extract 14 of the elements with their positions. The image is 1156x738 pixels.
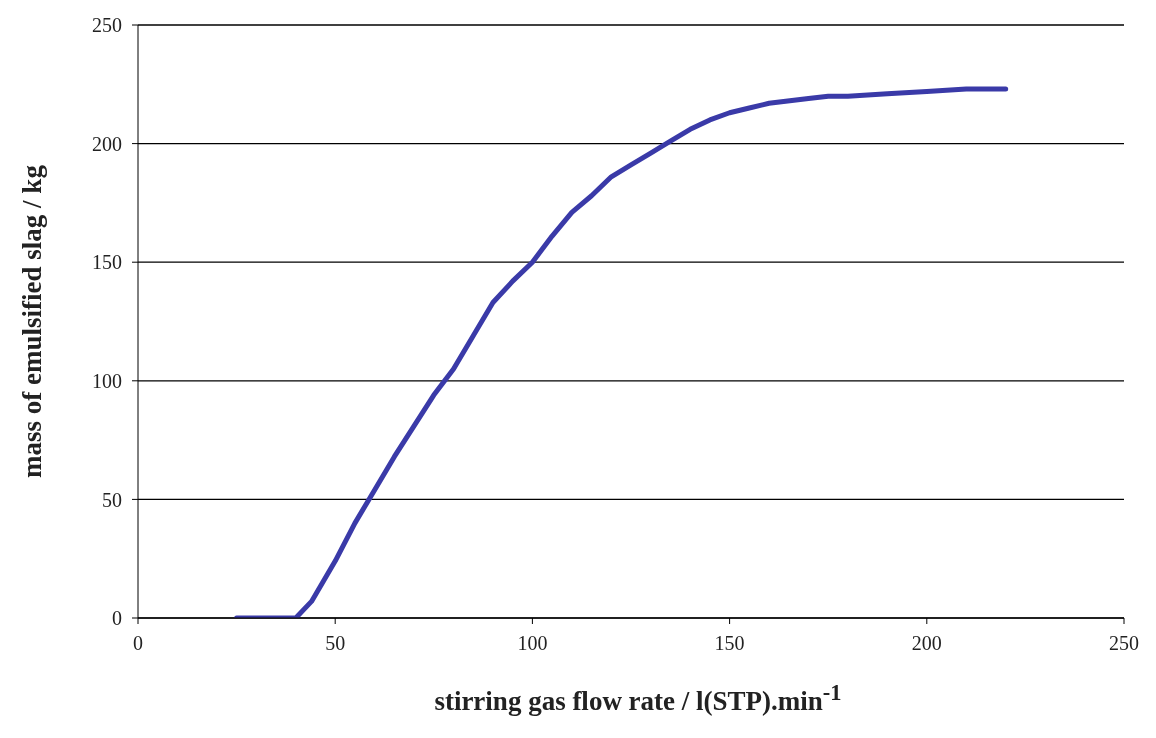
y-tick-label: 50 <box>102 488 122 511</box>
x-tick-label: 50 <box>325 632 346 655</box>
y-tick-label: 250 <box>92 14 122 37</box>
y-tick-label: 200 <box>92 132 122 155</box>
x-axis-title: stirring gas flow rate / l(STP).min$^{-1}$ <box>433 680 843 717</box>
x-tick-label: 0 <box>133 632 143 655</box>
x-tick-label: 200 <box>911 632 942 655</box>
y-tick-label: 100 <box>92 369 122 392</box>
x-tick-label: 150 <box>714 632 745 655</box>
x-tick-label: 100 <box>517 632 548 655</box>
y-axis-title: mass of emulsified slag / kg <box>16 164 47 478</box>
y-tick-label: 0 <box>112 607 122 630</box>
y-tick-label: 150 <box>92 251 122 274</box>
x-tick-label: 250 <box>1109 632 1139 655</box>
